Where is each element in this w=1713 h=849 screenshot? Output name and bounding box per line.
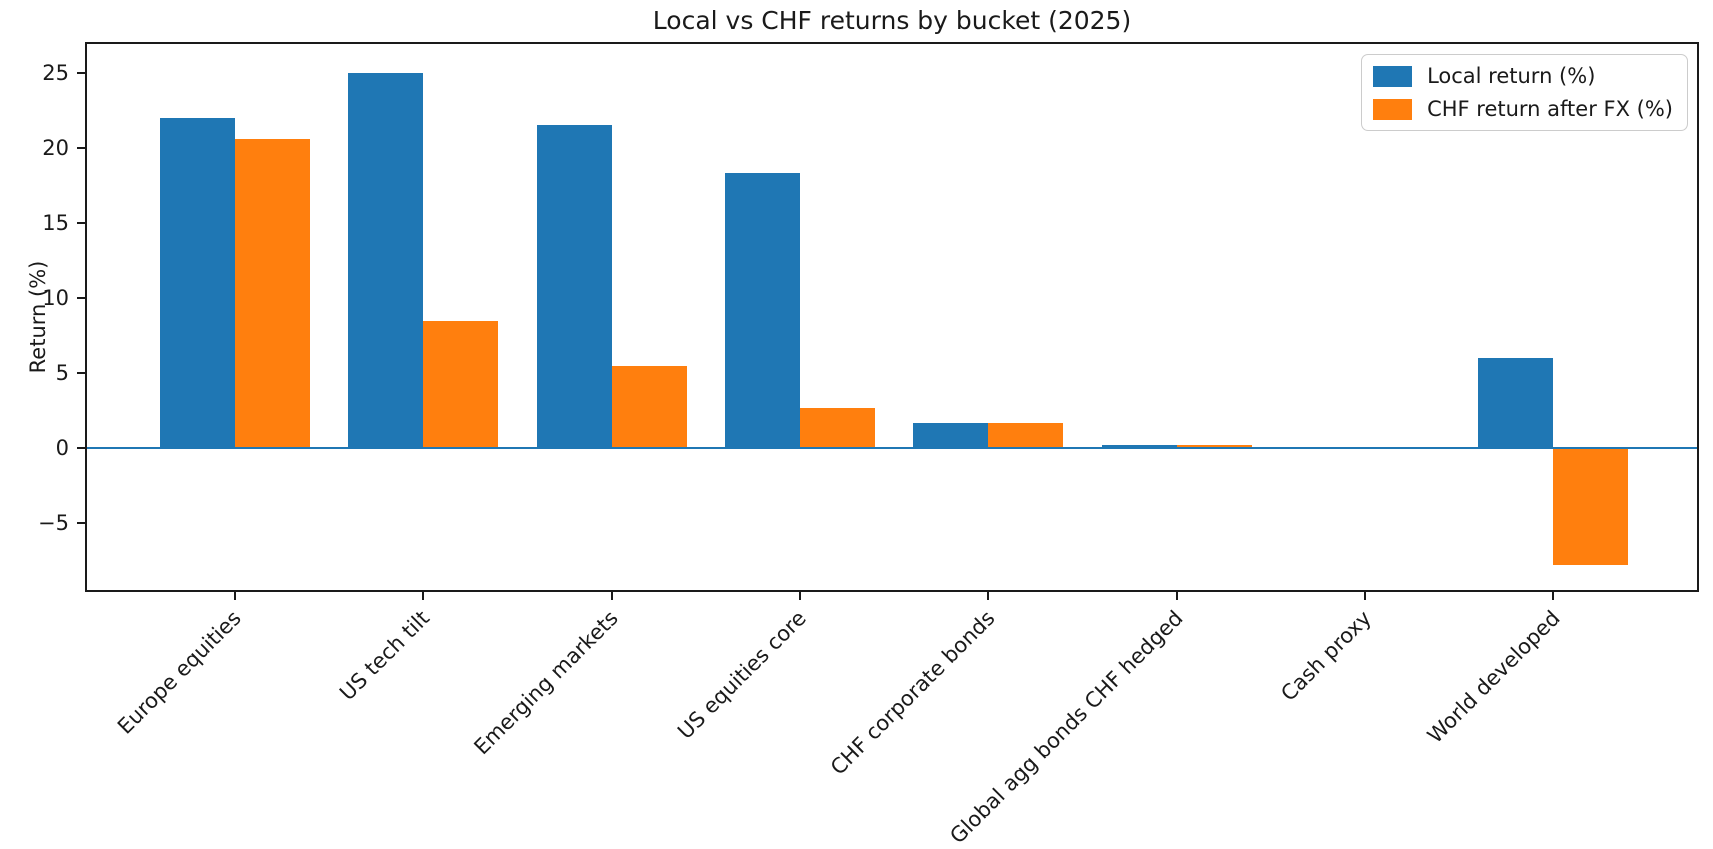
x-tick-label: Cash proxy (1276, 606, 1376, 706)
y-tick-mark (77, 296, 85, 299)
y-tick-label: 15 (42, 210, 69, 235)
y-tick-mark (77, 522, 85, 525)
x-tick-mark (1363, 592, 1366, 600)
bar-local-7 (1478, 358, 1554, 449)
x-tick-label: World developed (1422, 606, 1565, 748)
legend-row-local: Local return (%) (1373, 64, 1673, 88)
legend-label-local-return: Local return (%) (1427, 64, 1596, 88)
x-tick-mark (987, 592, 990, 600)
bar-local-0 (160, 117, 235, 449)
legend-label-chf-return: CHF return after FX (%) (1427, 97, 1673, 121)
x-tick-label: Global agg bonds CHF hedged (945, 606, 1188, 849)
bar-chf-7 (1553, 448, 1629, 566)
x-tick-mark (234, 592, 236, 600)
x-tick-label: Europe equities (113, 606, 246, 739)
y-tick-mark (77, 221, 85, 224)
y-tick-mark (77, 146, 85, 149)
bar-local-4 (913, 422, 989, 449)
x-tick-label: Emerging markets (469, 606, 623, 760)
y-tick-label: 0 (55, 436, 69, 461)
y-tick-mark (77, 447, 85, 450)
y-tick-mark (77, 372, 85, 375)
x-tick-mark (1552, 592, 1555, 600)
bar-chf-1 (423, 320, 499, 449)
x-tick-label: CHF corporate bonds (825, 606, 1000, 780)
plot-area: Local return (%) CHF return after FX (%)… (38, 42, 1699, 848)
legend-swatch-chf-return (1373, 98, 1413, 120)
bar-chf-0 (235, 138, 310, 449)
legend-swatch-local-return (1373, 65, 1413, 87)
y-tick-label: −5 (38, 511, 69, 536)
y-tick-label: 10 (42, 285, 69, 310)
x-tick-label: US tech tilt (335, 606, 435, 706)
y-axis-label: Return (%) (26, 260, 50, 374)
zero-line (87, 447, 1697, 450)
x-tick-mark (798, 592, 801, 600)
x-tick-mark (422, 592, 425, 600)
bar-chf-5 (1176, 445, 1252, 449)
y-tick-label: 20 (42, 135, 69, 160)
chart-title: Local vs CHF returns by bucket (2025) (652, 6, 1132, 35)
bar-local-3 (724, 173, 800, 449)
y-tick-label: 25 (42, 60, 69, 85)
legend-row-chf: CHF return after FX (%) (1373, 97, 1673, 121)
bar-local-1 (348, 72, 424, 449)
bar-chf-4 (988, 422, 1064, 449)
x-tick-label: US equities core (673, 606, 811, 744)
y-tick-label: 5 (55, 361, 69, 386)
x-tick-mark (1175, 592, 1178, 600)
bar-chf-3 (799, 407, 875, 449)
bar-chf-2 (611, 365, 687, 449)
bar-local-2 (536, 125, 612, 449)
x-tick-mark (610, 592, 613, 600)
legend: Local return (%) CHF return after FX (%) (1361, 54, 1688, 131)
bar-local-5 (1101, 445, 1177, 449)
y-tick-mark (77, 71, 85, 74)
